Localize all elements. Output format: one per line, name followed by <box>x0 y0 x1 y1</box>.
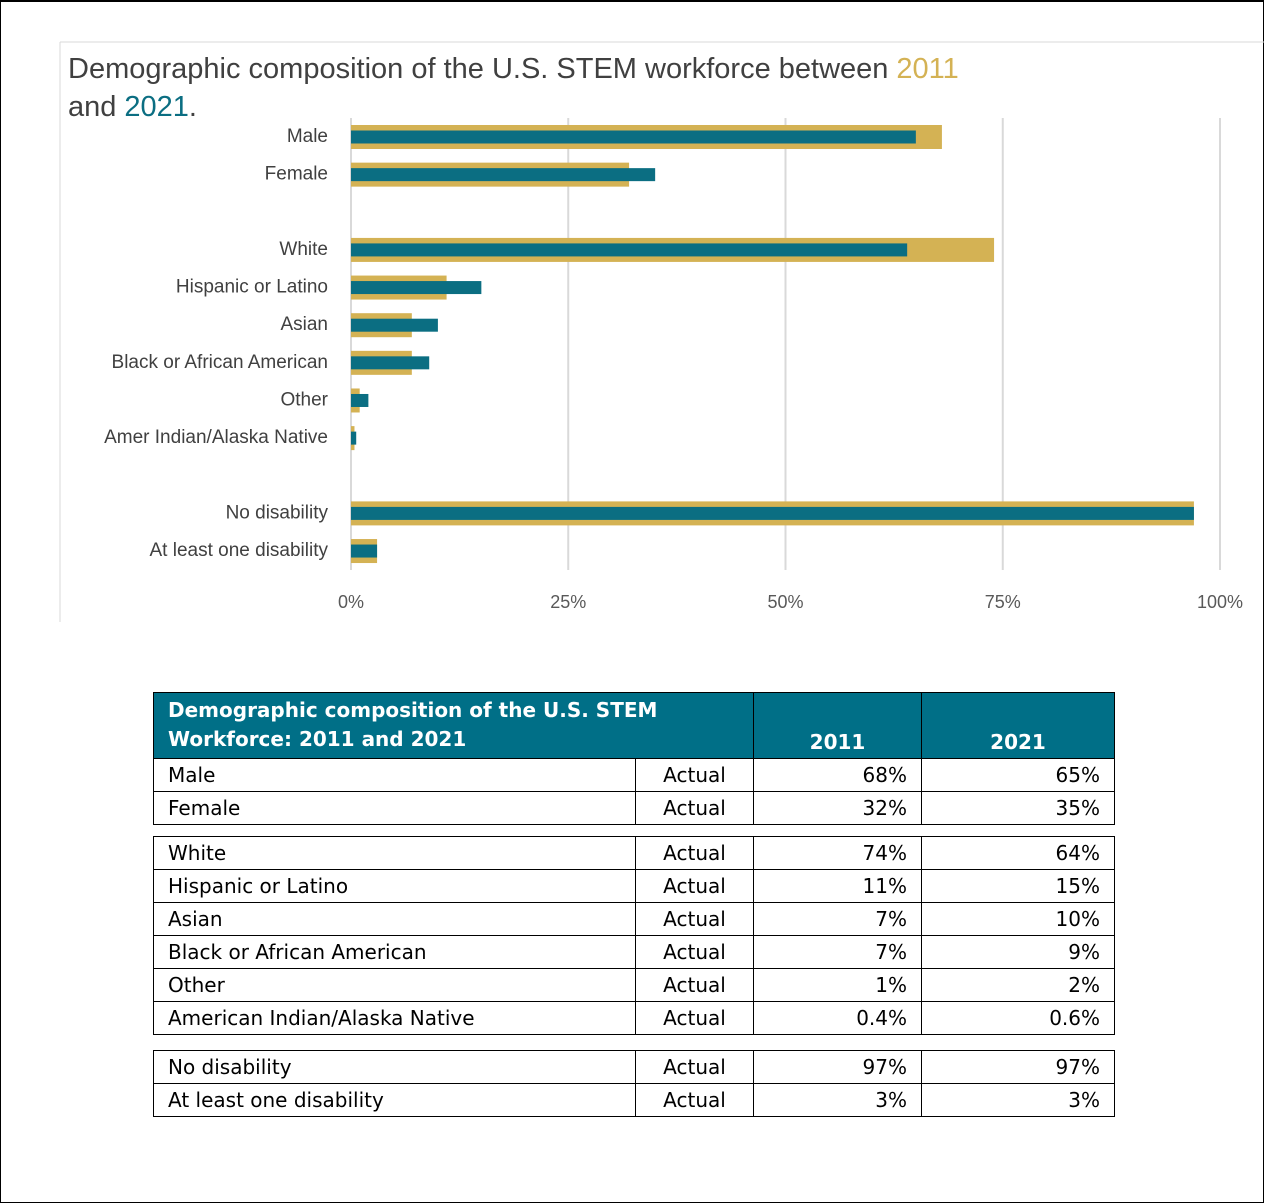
table-cell: Actual <box>635 935 754 969</box>
title-year: 2021 <box>124 91 189 123</box>
header-cell: Demographic composition of the U.S. STEM… <box>152 692 755 759</box>
y-tick-label: Asian <box>280 314 328 335</box>
title-text: . <box>189 91 197 123</box>
table-cell: 32% <box>753 791 922 825</box>
table-cell: Actual <box>635 1050 754 1084</box>
table-row: Asian Actual 7% 10% <box>153 902 1115 936</box>
x-tick-label: 100% <box>1197 592 1243 612</box>
x-tick-label: 50% <box>767 592 803 612</box>
bar <box>351 281 482 295</box>
table-cell: 15% <box>921 869 1115 903</box>
table-cell: Actual <box>635 902 754 936</box>
y-tick-label: No disability <box>226 502 329 523</box>
x-tick-label: 75% <box>985 592 1021 612</box>
table-cell: Actual <box>635 758 754 792</box>
bar <box>351 243 908 257</box>
bar <box>351 506 1194 520</box>
table-row: White Actual 74% 64% <box>153 836 1115 870</box>
table-row: No disability Actual 97% 97% <box>153 1050 1115 1084</box>
table-cell: Actual <box>635 836 754 870</box>
chart-title: and 2021. <box>68 91 197 123</box>
bar <box>351 431 357 445</box>
header-cell: 2021 <box>921 692 1116 759</box>
table-cell: Other <box>153 968 636 1002</box>
table-cell: No disability <box>153 1050 636 1084</box>
table-cell: 2% <box>921 968 1115 1002</box>
table-group: No disability Actual 97% 97% At least one di… <box>153 1050 1115 1117</box>
title-text: Demographic composition of the U.S. STEM… <box>68 53 888 85</box>
table-cell: 35% <box>921 791 1115 825</box>
table-cell: 65% <box>921 758 1115 792</box>
table-cell: 3% <box>753 1083 922 1117</box>
table-cell: 7% <box>753 935 922 969</box>
table-cell: 3% <box>921 1083 1115 1117</box>
table-cell: 74% <box>753 836 922 870</box>
table-row: At least one disability Actual 3% 3% <box>153 1083 1115 1117</box>
y-tick-label: At least one disability <box>150 540 329 561</box>
table-cell: Actual <box>635 1083 754 1117</box>
table-header: Demographic composition of the U.S. STEM… <box>152 692 1116 759</box>
y-tick-label: Other <box>280 389 328 410</box>
table-cell: Male <box>153 758 636 792</box>
header-cell: 2011 <box>753 692 923 759</box>
y-tick-label: White <box>279 239 328 260</box>
table-cell: 97% <box>921 1050 1115 1084</box>
table-cell: 9% <box>921 935 1115 969</box>
table-cell: 68% <box>753 758 922 792</box>
table-group: White Actual 74% 64% Hispanic or Latino Actua… <box>153 836 1115 1035</box>
table-row: Female Actual 32% 35% <box>153 791 1115 825</box>
chart-title: Demographic composition of the U.S. STEM… <box>68 53 959 85</box>
table-cell: Hispanic or Latino <box>153 869 636 903</box>
bar <box>351 130 916 144</box>
table-cell: Black or African American <box>153 935 636 969</box>
table-cell: Actual <box>635 1001 754 1035</box>
table-row: American Indian/Alaska Native Actual 0.4% 0… <box>153 1001 1115 1035</box>
table-cell: 64% <box>921 836 1115 870</box>
table-row: Other Actual 1% 2% <box>153 968 1115 1002</box>
table-cell: 11% <box>753 869 922 903</box>
table-cell: 0.6% <box>921 1001 1115 1035</box>
title-year: 2011 <box>896 53 958 85</box>
y-tick-label: Black or African American <box>112 352 328 373</box>
table-row: Black or African American Actual 7% 9% <box>153 935 1115 969</box>
header-row: Demographic composition of the U.S. STEM… <box>152 692 1116 759</box>
y-tick-label: Female <box>265 164 328 185</box>
bar <box>351 356 430 370</box>
table-cell: 10% <box>921 902 1115 936</box>
table-cell: At least one disability <box>153 1083 636 1117</box>
table-cell: Actual <box>635 791 754 825</box>
table-row: Hispanic or Latino Actual 11% 15% <box>153 869 1115 903</box>
table-cell: American Indian/Alaska Native <box>153 1001 636 1035</box>
table-cell: Actual <box>635 869 754 903</box>
title-text: and <box>68 91 116 123</box>
y-tick-label: Hispanic or Latino <box>176 277 328 298</box>
y-tick-label: Male <box>287 126 328 147</box>
bar <box>351 168 656 182</box>
table-cell: White <box>153 836 636 870</box>
x-tick-label: 0% <box>338 592 364 612</box>
bar <box>351 318 438 332</box>
x-tick-label: 25% <box>550 592 586 612</box>
table-cell: Female <box>153 791 636 825</box>
table-cell: 7% <box>753 902 922 936</box>
chart: Demographic composition of the U.S. STEM… <box>59 41 1264 622</box>
table-cell: Actual <box>635 968 754 1002</box>
table-cell: 0.4% <box>753 1001 922 1035</box>
table-row: Male Actual 68% 65% <box>153 758 1115 792</box>
table-cell: Asian <box>153 902 636 936</box>
table-group: Male Actual 68% 65% Female Actual 32% 35% <box>153 758 1115 825</box>
bar <box>351 393 369 407</box>
table-cell: 97% <box>753 1050 922 1084</box>
bar <box>351 544 378 558</box>
table-cell: 1% <box>753 968 922 1002</box>
y-tick-label: Amer Indian/Alaska Native <box>104 427 328 448</box>
